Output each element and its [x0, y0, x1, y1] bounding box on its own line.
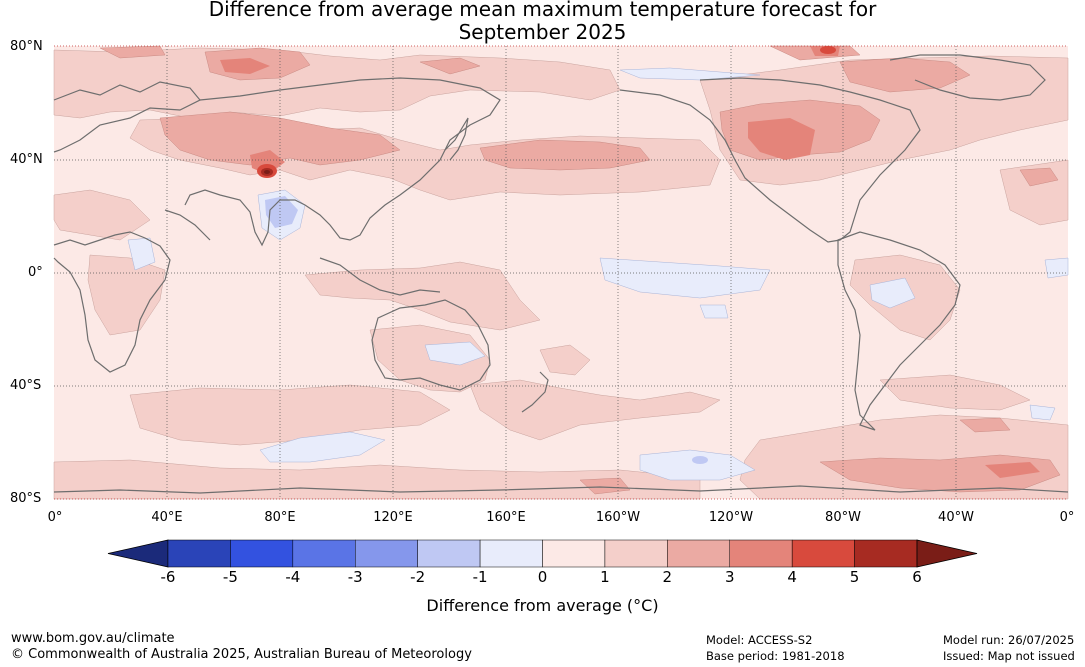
lon-label-160w: 160°W — [595, 510, 641, 525]
footer-website: www.bom.gov.au/climate — [11, 631, 175, 646]
colorbar-tick-label: -3 — [347, 568, 363, 586]
temperature-anomaly-map — [53, 45, 1069, 500]
colorbar-tick-label: 4 — [787, 568, 797, 586]
lon-label-0-west-edge: 0° — [47, 510, 63, 525]
colorbar-segment — [604, 539, 668, 568]
colorbar-segment — [417, 539, 481, 568]
anomaly-1-2-regions — [53, 47, 1069, 500]
footer-copyright: © Commonwealth of Australia 2025, Austra… — [11, 647, 472, 662]
lon-label-120w: 120°W — [708, 510, 754, 525]
colorbar-tick-label: -6 — [160, 568, 176, 586]
footer-issued: Issued: Map not issued — [943, 649, 1075, 663]
colorbar — [107, 539, 978, 568]
colorbar-label: Difference from average (°C) — [426, 596, 659, 615]
lat-label-40n: 40°N — [10, 152, 43, 167]
colorbar-segment — [667, 539, 730, 568]
map-title-line2: September 2025 — [458, 20, 627, 44]
colorbar-tick-label: -2 — [410, 568, 426, 586]
colorbar-segment — [729, 539, 793, 568]
anomaly-hotspot-regions — [257, 46, 836, 178]
lat-label-40s: 40°S — [10, 378, 42, 393]
lon-label-40w: 40°W — [938, 510, 974, 525]
colorbar-segment — [292, 539, 356, 568]
colorbar-segment — [167, 539, 231, 568]
lat-label-0: 0° — [28, 265, 43, 280]
colorbar-tick-label: -4 — [285, 568, 301, 586]
colorbar-tick-label: 1 — [600, 568, 610, 586]
colorbar-tick-label: -5 — [222, 568, 238, 586]
lon-label-120e: 120°E — [373, 510, 413, 525]
lon-label-80e: 80°E — [264, 510, 296, 525]
lat-label-80n: 80°N — [10, 39, 43, 54]
map-frame-lines — [54, 45, 1068, 500]
lon-label-40e: 40°E — [151, 510, 183, 525]
anomaly-cool-core-regions — [265, 196, 708, 464]
colorbar-segment — [854, 539, 918, 568]
colorbar-tick-label: 2 — [662, 568, 673, 586]
colorbar-tick-label: 0 — [537, 568, 548, 586]
coastlines — [53, 54, 1069, 494]
anomaly-cool-regions — [127, 67, 1069, 481]
footer-model: Model: ACCESS-S2 — [706, 633, 813, 647]
colorbar-segment — [542, 539, 606, 568]
lon-label-160e: 160°E — [486, 510, 526, 525]
footer-model-run: Model run: 26/07/2025 — [943, 633, 1075, 647]
colorbar-arrow-high — [916, 539, 978, 568]
colorbar-tick-label: 3 — [724, 568, 735, 586]
lon-label-0-east-edge: 0° — [1059, 510, 1075, 525]
footer-base-period: Base period: 1981-2018 — [706, 649, 845, 663]
colorbar-tick-label: 5 — [849, 568, 860, 586]
map-gridlines — [54, 46, 1068, 499]
lon-label-80w: 80°W — [825, 510, 861, 525]
colorbar-segment — [791, 539, 855, 568]
colorbar-tick-label: -1 — [472, 568, 488, 586]
colorbar-arrow-low — [107, 539, 169, 568]
map-title-line1: Difference from average mean maximum tem… — [208, 0, 877, 21]
colorbar-segment — [479, 539, 543, 568]
colorbar-tick-label: 6 — [912, 568, 922, 586]
colorbar-segment — [230, 539, 294, 568]
colorbar-segment — [355, 539, 418, 568]
colorbar-segments — [107, 539, 978, 568]
lat-label-80s: 80°S — [10, 491, 42, 506]
